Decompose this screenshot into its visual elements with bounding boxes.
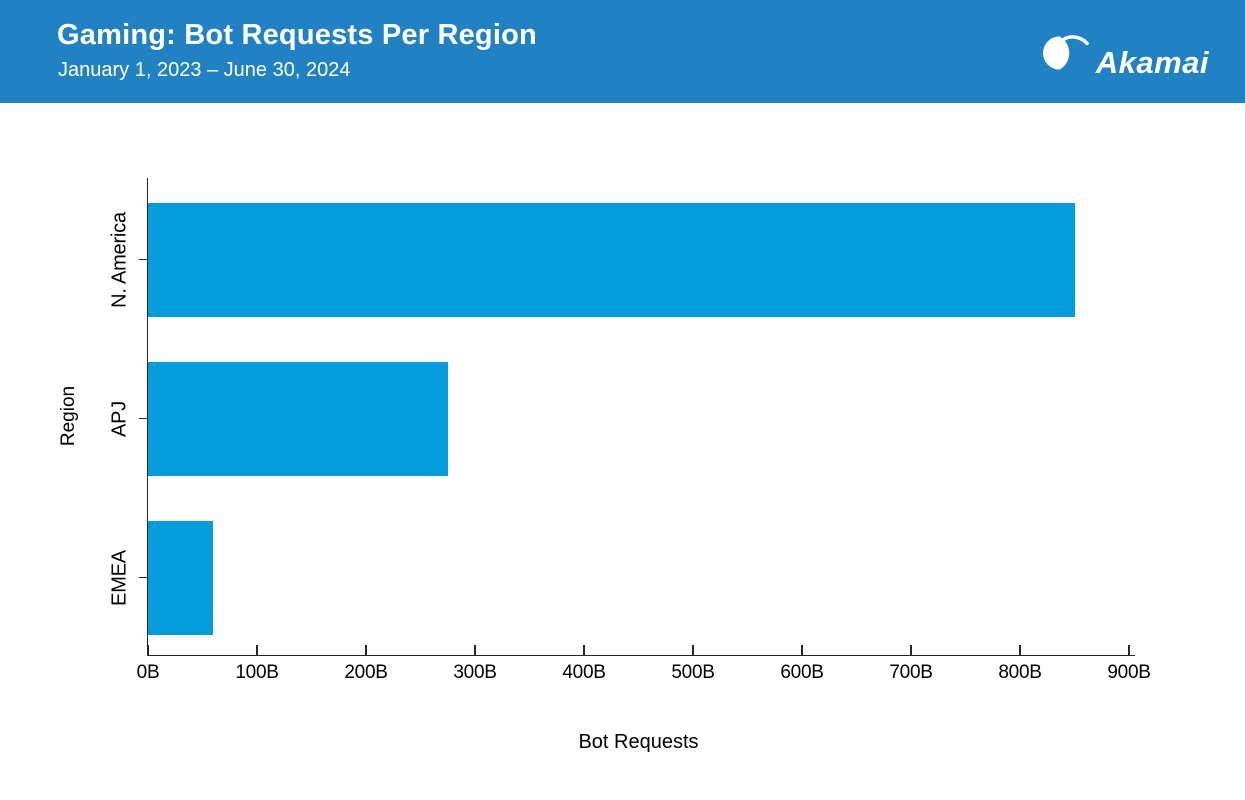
category-label-emea: EMEA (108, 549, 131, 606)
akamai-crescent-icon (1042, 35, 1089, 70)
y-tick-n-america (138, 258, 147, 261)
x-tick-label-400B: 400B (562, 662, 606, 683)
akamai-logo-text: Akamai (1095, 45, 1209, 80)
x-tick-500B (692, 644, 694, 655)
date-range: January 1, 2023 – June 30, 2024 (58, 59, 351, 81)
report-header: Gaming: Bot Requests Per Region January … (0, 0, 1245, 103)
x-tick-900B (1128, 644, 1130, 655)
x-tick-700B (910, 644, 912, 655)
chart-bar-apj (148, 361, 448, 476)
y-tick-emea (138, 576, 147, 579)
x-tick-300B (474, 644, 476, 655)
bar-chart-plot-area: N. America APJ EMEA 0B 100B 200B 300B 400B 500B 6… (109, 178, 1151, 683)
x-tick-label-700B: 700B (889, 662, 933, 683)
x-tick-label-600B: 600B (780, 662, 824, 683)
y-axis-title: Region (58, 385, 79, 447)
x-axis-spine (146, 654, 1135, 656)
x-tick-label-500B: 500B (671, 662, 715, 683)
x-tick-label-200B: 200B (344, 662, 388, 683)
chart-bar-n-america (148, 202, 1075, 317)
akamai-logo: Akamai (1042, 25, 1209, 81)
category-label-apj: APJ (108, 400, 131, 437)
x-tick-label-300B: 300B (453, 662, 497, 683)
chart-bar-emea (148, 520, 214, 635)
y-axis-spine (146, 178, 148, 656)
x-tick-label-0B: 0B (136, 662, 160, 683)
x-tick-200B (365, 644, 367, 655)
x-tick-label-100B: 100B (235, 662, 279, 683)
x-tick-800B (1019, 644, 1021, 655)
x-tick-600B (801, 644, 803, 655)
x-tick-400B (583, 644, 585, 655)
category-label-n-america: N. America (108, 211, 131, 308)
page-title: Gaming: Bot Requests Per Region (57, 19, 537, 51)
x-tick-label-800B: 800B (998, 662, 1042, 683)
x-tick-label-900B: 900B (1107, 662, 1151, 683)
x-axis-title: Bot Requests (578, 731, 699, 753)
x-tick-0B (147, 644, 149, 655)
x-tick-100B (256, 644, 258, 655)
y-tick-apj (138, 417, 147, 420)
